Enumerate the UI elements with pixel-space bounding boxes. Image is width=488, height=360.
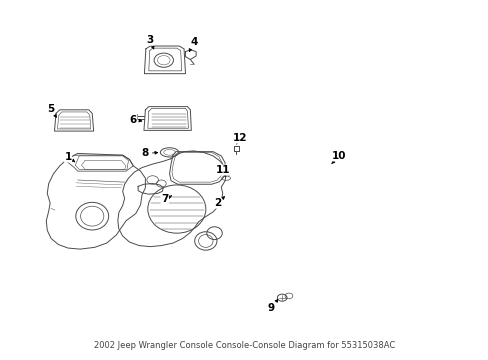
Text: 11: 11	[215, 165, 229, 176]
Text: 5: 5	[47, 104, 56, 117]
Text: 1: 1	[64, 152, 75, 162]
Text: 2002 Jeep Wrangler Console Console-Console Diagram for 55315038AC: 2002 Jeep Wrangler Console Console-Conso…	[94, 341, 394, 350]
Text: 4: 4	[189, 37, 197, 51]
Text: 3: 3	[146, 35, 154, 49]
Text: 12: 12	[232, 133, 246, 144]
Text: 7: 7	[161, 194, 171, 204]
Text: 8: 8	[142, 148, 158, 158]
Text: 2: 2	[214, 197, 224, 208]
Text: 9: 9	[267, 300, 277, 313]
Text: 10: 10	[331, 151, 346, 163]
Text: 6: 6	[129, 115, 142, 125]
